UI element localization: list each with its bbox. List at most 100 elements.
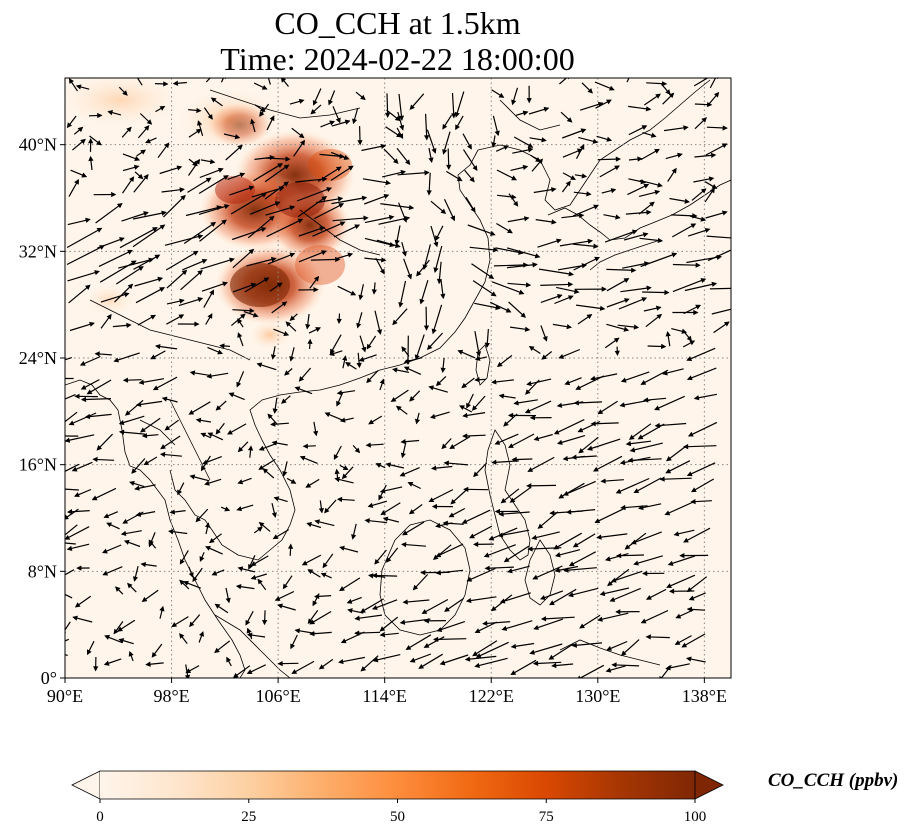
wind-arrow-head <box>380 510 387 516</box>
wind-arrow-head <box>271 512 277 518</box>
wind-arrow-shaft <box>642 291 669 294</box>
wind-arrow-head <box>386 557 392 563</box>
lat-tick-label: 40°N <box>19 135 57 155</box>
wind-arrow-shaft <box>493 264 528 267</box>
wind-arrow-head <box>643 183 650 189</box>
wind-arrow-head <box>456 176 463 182</box>
wind-arrow-head <box>315 327 321 332</box>
wind-arrow-shaft <box>65 638 70 642</box>
wind-arrow-shaft <box>312 221 345 237</box>
wind-arrow-head <box>654 189 661 195</box>
wind-arrow-head <box>686 656 692 662</box>
wind-arrow-head <box>402 530 408 536</box>
wind-arrow-head <box>580 128 587 134</box>
wind-arrow-shaft <box>153 376 178 391</box>
wind-arrow-shaft <box>618 297 647 310</box>
wind-arrow-head <box>633 324 640 330</box>
wind-arrow-shaft <box>432 304 443 334</box>
wind-arrow-head <box>412 584 419 591</box>
wind-arrow-head <box>695 304 701 310</box>
wind-arrow-head <box>210 97 217 103</box>
wind-arrow-shaft <box>65 524 78 536</box>
wind-arrow-head <box>361 195 368 201</box>
wind-arrow-head <box>529 649 536 655</box>
wind-arrow-head <box>329 350 335 357</box>
lat-tick-label: 24°N <box>19 348 57 368</box>
wind-arrow-shaft <box>600 587 630 595</box>
wind-arrow-head <box>50 402 54 405</box>
wind-arrow-head <box>134 156 141 161</box>
wind-arrow-head <box>462 412 468 419</box>
wind-arrow-head <box>335 117 341 124</box>
wind-arrow-head <box>205 177 212 183</box>
wind-arrow-head <box>442 149 448 155</box>
wind-arrow-head <box>358 356 365 362</box>
wind-arrow-shaft <box>495 247 523 254</box>
wind-arrow-head <box>195 417 202 423</box>
wind-arrow-shaft <box>296 187 332 202</box>
wind-arrow-shaft <box>475 657 508 667</box>
wind-arrow-head <box>164 142 170 149</box>
wind-arrow-shaft <box>253 163 283 182</box>
wind-arrow-head <box>522 164 529 171</box>
wind-arrow-head <box>442 520 448 526</box>
wind-arrow-head <box>96 227 103 233</box>
wind-arrow-head <box>312 600 318 607</box>
wind-arrow-head <box>654 422 660 429</box>
wind-arrow-head <box>247 632 253 638</box>
wind-arrow-head <box>562 490 569 496</box>
wind-arrow-head <box>686 606 693 613</box>
wind-arrow-head <box>313 275 320 282</box>
wind-arrow-head <box>440 208 447 215</box>
wind-arrow-head <box>321 250 327 256</box>
wind-arrow-head <box>155 343 161 350</box>
wind-arrow-head <box>455 124 460 131</box>
wind-arrow-head <box>400 169 406 176</box>
wind-arrow-shaft <box>65 434 95 442</box>
wind-arrow-head <box>556 238 562 244</box>
wind-arrow-head <box>619 459 626 466</box>
wind-arrow-head <box>164 425 171 431</box>
wind-arrow-head <box>51 475 55 478</box>
wind-arrow-head <box>522 110 529 116</box>
wind-arrow-head <box>234 134 241 140</box>
wind-arrow-head <box>394 239 400 246</box>
wind-arrow-head <box>511 456 517 463</box>
wind-arrow-head <box>117 626 123 632</box>
wind-arrow-head <box>337 196 344 202</box>
wind-arrow-head <box>138 266 144 272</box>
wind-arrow-head <box>334 468 340 475</box>
wind-arrow-head <box>549 600 555 606</box>
wind-arrow-shaft <box>182 259 207 271</box>
wind-arrow-head <box>564 380 571 386</box>
wind-arrow-head <box>669 588 675 594</box>
wind-arrow-head <box>99 245 105 250</box>
wind-arrow-shaft <box>472 280 497 297</box>
wind-arrow-head <box>258 521 265 528</box>
wind-arrow-head <box>426 190 432 196</box>
wind-arrow-head <box>388 214 395 221</box>
wind-arrow-shaft <box>264 164 289 183</box>
wind-arrow-head <box>144 125 150 131</box>
wind-arrow-shaft <box>166 270 187 289</box>
wind-arrow-shaft <box>119 227 158 249</box>
wind-arrow-head <box>474 628 481 634</box>
wind-arrow-shaft <box>200 258 234 270</box>
wind-arrow-head <box>298 98 305 104</box>
wind-arrow-head <box>223 204 230 210</box>
wind-arrow-head <box>507 228 513 234</box>
wind-arrow-head <box>624 298 630 304</box>
wind-arrow-head <box>94 270 100 276</box>
wind-arrow-shaft <box>672 278 706 293</box>
wind-arrow-shaft <box>567 509 596 513</box>
wind-arrow-head <box>263 277 270 283</box>
wind-arrow-shaft <box>373 654 401 662</box>
wind-arrow-shaft <box>540 283 573 286</box>
wind-arrow-head <box>79 360 86 366</box>
wind-arrow-head <box>159 224 166 230</box>
wind-arrow-shaft <box>198 175 229 195</box>
wind-arrow-head <box>507 568 513 574</box>
wind-arrow-shaft <box>165 250 199 271</box>
wind-arrow-shaft <box>429 489 454 503</box>
wind-arrow-head <box>338 203 345 208</box>
